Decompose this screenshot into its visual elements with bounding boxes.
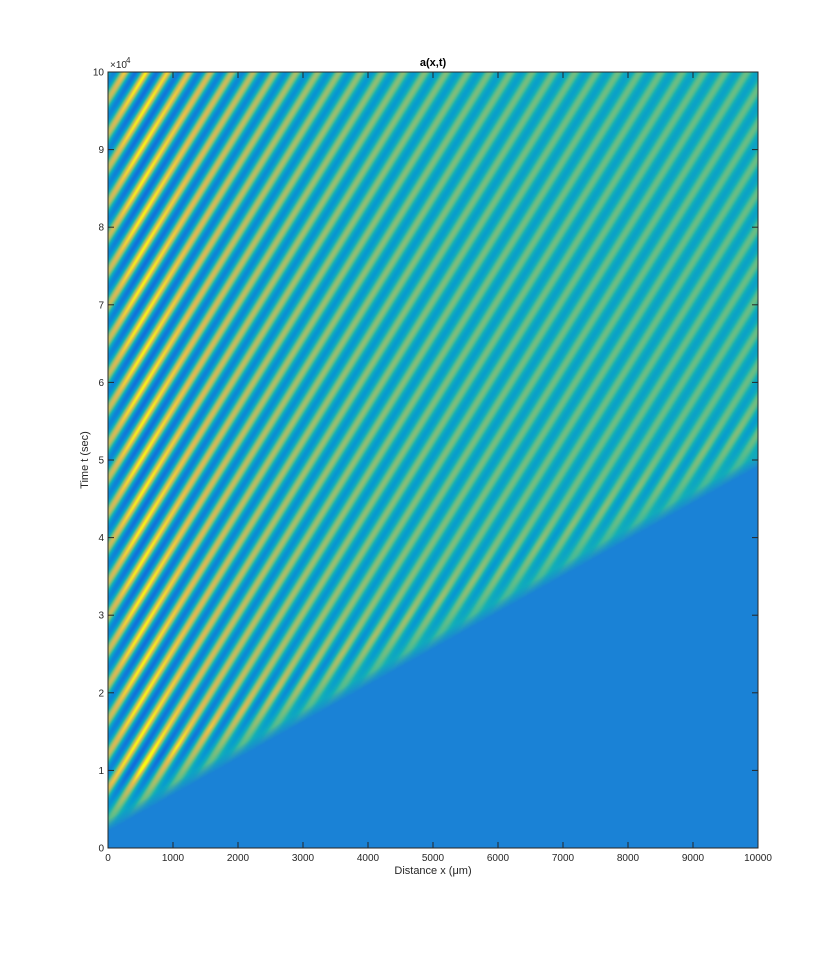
y-axis-label: Time t (sec) bbox=[79, 431, 91, 489]
x-tick-label: 1000 bbox=[162, 853, 185, 864]
y-axis-ticks: 0 1 2 3 4 5 6 7 8 9 10 bbox=[93, 68, 758, 855]
x-tick-label: 0 bbox=[105, 853, 111, 864]
heatmap-image bbox=[108, 72, 758, 848]
x-axis-label: Distance x (μm) bbox=[394, 865, 471, 877]
y-tick-label: 0 bbox=[98, 844, 104, 855]
y-tick-label: 1 bbox=[98, 766, 104, 777]
x-tick-label: 6000 bbox=[487, 853, 510, 864]
x-tick-label: 4000 bbox=[357, 853, 380, 864]
y-multiplier-base: ×10 bbox=[110, 60, 127, 71]
y-tick-label: 10 bbox=[93, 68, 105, 79]
x-axis-ticks: 0 1000 2000 3000 4000 5000 6000 7000 8000 9000 100… bbox=[105, 72, 772, 864]
y-tick-label: 9 bbox=[98, 145, 104, 156]
y-tick-label: 7 bbox=[98, 300, 104, 311]
y-multiplier-exponent: 4 bbox=[126, 56, 131, 65]
x-tick-label: 10000 bbox=[744, 853, 772, 864]
y-tick-label: 3 bbox=[98, 611, 104, 622]
x-tick-label: 2000 bbox=[227, 853, 250, 864]
x-tick-label: 9000 bbox=[682, 853, 705, 864]
x-tick-label: 5000 bbox=[422, 853, 445, 864]
y-axis-multiplier: ×10 4 bbox=[110, 56, 131, 71]
y-tick-label: 4 bbox=[98, 533, 104, 544]
y-tick-label: 2 bbox=[98, 688, 104, 699]
x-tick-label: 3000 bbox=[292, 853, 315, 864]
y-tick-label: 8 bbox=[98, 223, 104, 234]
plot-area bbox=[108, 72, 758, 848]
y-tick-label: 5 bbox=[98, 456, 104, 467]
y-tick-label: 6 bbox=[98, 378, 104, 389]
chart-title: a(x,t) bbox=[420, 57, 447, 69]
x-tick-label: 7000 bbox=[552, 853, 575, 864]
x-tick-label: 8000 bbox=[617, 853, 640, 864]
